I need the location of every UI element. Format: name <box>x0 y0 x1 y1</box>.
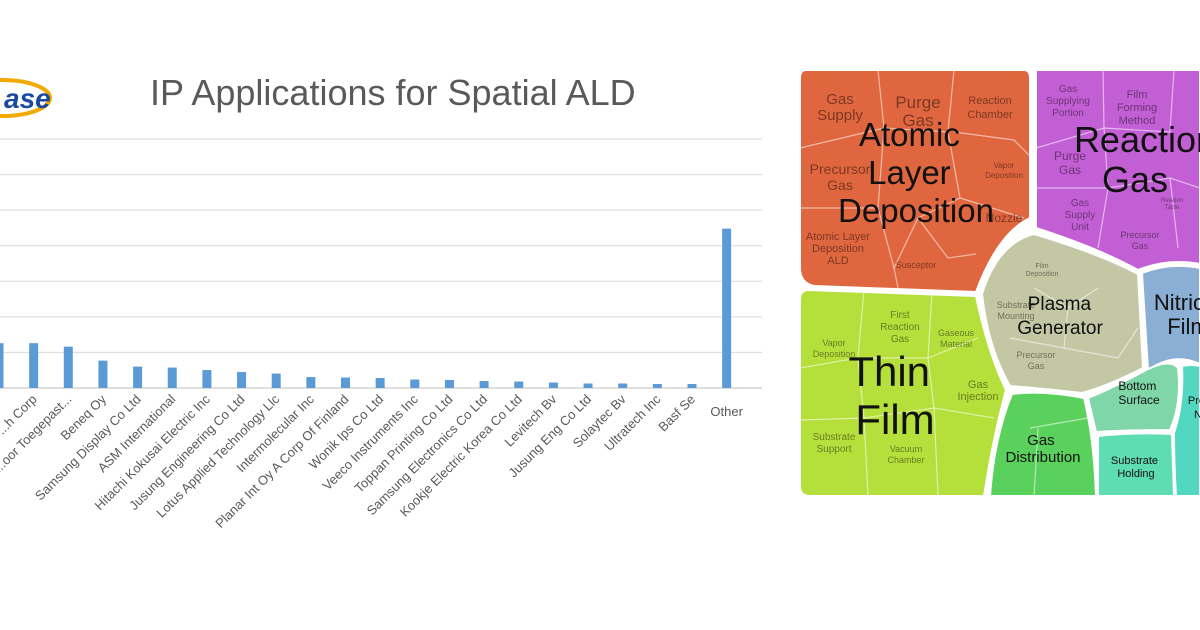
chart-title: IP Applications for Spatial ALD <box>150 72 636 113</box>
bar-10[interactable] <box>341 377 350 388</box>
treemap-region-gas-distribution[interactable] <box>988 391 1098 497</box>
treemap-label-bottom-surface: Bottom Surface <box>1118 379 1160 407</box>
svg-text:Nozzle: Nozzle <box>986 211 1023 225</box>
logo-text: ase <box>4 83 51 114</box>
company-logo: ase <box>0 76 52 120</box>
treemap-region-bottom-surface[interactable] <box>1086 362 1180 434</box>
treemap-label-pre-n: Pre N <box>1188 395 1200 421</box>
bar-21[interactable] <box>722 228 732 388</box>
bar-5[interactable] <box>167 367 177 388</box>
treemap-region-reaction-gas[interactable] <box>1035 69 1200 272</box>
bar-19[interactable] <box>652 384 662 388</box>
bar-6[interactable] <box>202 370 212 388</box>
bar-12[interactable] <box>410 379 420 388</box>
treemap-chart: Atomic Layer Deposition Reaction Gas Thi… <box>799 69 1200 497</box>
x-tick-label: Other <box>710 404 743 419</box>
treemap-region-pre-n[interactable] <box>1172 364 1200 497</box>
bar-9[interactable] <box>306 377 316 388</box>
bar-20[interactable] <box>687 384 697 388</box>
bar-4[interactable] <box>133 366 143 388</box>
treemap-label-nitride-film: Nitric Film <box>1154 290 1200 339</box>
bar-1[interactable] <box>29 343 39 388</box>
treemap-label-thin-film: Thin Film <box>848 348 941 443</box>
bar-17[interactable] <box>583 383 593 388</box>
bar-13[interactable] <box>444 380 454 388</box>
treemap-label-gas-distribution: Gas Distribution <box>1005 432 1080 466</box>
bar-18[interactable] <box>618 383 628 388</box>
treemap-region-plasma-generator[interactable] <box>980 232 1145 395</box>
svg-text:Susceptor: Susceptor <box>896 260 937 270</box>
x-tick-label: Basf Se <box>655 392 698 435</box>
treemap-label-substrate-holding: Substrate Holding <box>1111 455 1161 480</box>
bar-15[interactable] <box>514 381 524 388</box>
bar-16[interactable] <box>548 382 558 388</box>
bar-7[interactable] <box>237 372 247 388</box>
treemap-region-thin-film[interactable] <box>799 288 1008 497</box>
bar-chart: ...h Corp...oor Toegepast...Beneq OySams… <box>0 138 762 531</box>
bar-2[interactable] <box>63 346 73 388</box>
treemap-region-substrate-holding[interactable] <box>1097 432 1176 497</box>
bar-0[interactable] <box>0 343 4 388</box>
bar-3[interactable] <box>98 360 108 388</box>
bar-11[interactable] <box>375 378 385 388</box>
bar-8[interactable] <box>271 373 281 388</box>
treemap-label-plasma-generator: Plasma Generator <box>1017 294 1103 339</box>
bar-14[interactable] <box>479 381 489 388</box>
treemap-region-atomic-layer-deposition[interactable] <box>799 69 1031 294</box>
treemap-label-atomic-layer-deposition: Atomic Layer Deposition <box>838 116 994 229</box>
treemap-label-reaction-gas: Reaction Gas <box>1074 119 1200 200</box>
